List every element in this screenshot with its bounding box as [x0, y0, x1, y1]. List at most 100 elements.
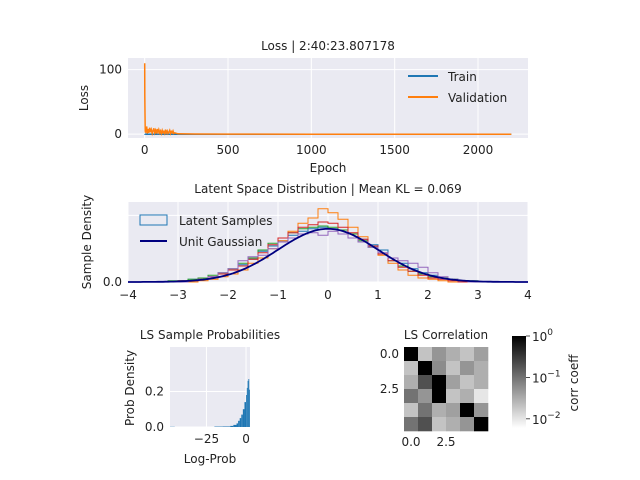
- probability-bar: [230, 425, 234, 427]
- correlation-cell: [432, 403, 447, 418]
- probabilities-x-tick-label: −25: [194, 432, 219, 446]
- probability-bar: [248, 379, 250, 427]
- correlation-cell: [446, 361, 461, 376]
- correlation-x-tick-label: 2.5: [436, 435, 455, 449]
- loss-plot-area: [128, 58, 528, 138]
- probability-bar: [246, 395, 247, 427]
- correlation-cell: [404, 403, 419, 418]
- loss-line-validation: [143, 63, 512, 137]
- correlation-cell: [446, 375, 461, 390]
- correlation-cell: [432, 375, 447, 390]
- colorbar-tick-label: 10−1: [532, 369, 561, 385]
- correlation-cell: [474, 347, 489, 362]
- latent-ylabel: Sample Density: [80, 195, 94, 289]
- correlation-cell: [404, 417, 419, 432]
- correlation-cell: [404, 389, 419, 404]
- probability-bar: [247, 380, 249, 427]
- latent-x-tick-label: 4: [524, 288, 532, 302]
- unit-gaussian-curve: [128, 227, 528, 283]
- correlation-cell: [474, 389, 489, 404]
- latent-x-tick-label: −3: [169, 288, 187, 302]
- correlation-cell: [418, 389, 433, 404]
- colorbar: [512, 336, 526, 428]
- loss-x-tick-label: 1500: [379, 143, 410, 157]
- probabilities-y-tick-label: 0.2: [145, 384, 164, 398]
- correlation-cell: [418, 403, 433, 418]
- probability-bar: [233, 424, 237, 427]
- probabilities-y-tick-label: 0.0: [145, 420, 164, 434]
- correlation-cell: [418, 375, 433, 390]
- probability-bar: [246, 387, 248, 427]
- loss-y-tick-label: 0: [114, 127, 122, 141]
- legend-latent-samples-label: Latent Samples: [179, 214, 273, 228]
- probability-bar: [222, 426, 231, 427]
- correlation-cell: [418, 417, 433, 432]
- correlation-cell: [432, 389, 447, 404]
- correlation-y-tick-label: 2.5: [380, 382, 399, 396]
- correlation-cell: [460, 347, 475, 362]
- latent-tick-labels: −4 −3 −2 −1 0 1 2 3 4 0.0: [103, 275, 532, 302]
- legend-validation-label: Validation: [448, 91, 507, 105]
- latent-x-tick-label: −4: [119, 288, 137, 302]
- latent-histogram-4: [128, 230, 528, 283]
- probability-bar: [241, 414, 243, 427]
- latent-x-tick-label: −2: [219, 288, 237, 302]
- correlation-cell: [418, 347, 433, 362]
- correlation-y-tick-label: 0.0: [380, 347, 399, 361]
- loss-y-tick-label: 100: [99, 63, 122, 77]
- correlation-cell: [460, 417, 475, 432]
- correlation-cell: [460, 375, 475, 390]
- colorbar-label: corr coeff: [567, 354, 581, 412]
- correlation-cell: [418, 361, 433, 376]
- latent-x-tick-label: 0: [324, 288, 332, 302]
- unit-gaussian-line: [128, 227, 528, 283]
- probability-bar: [236, 423, 239, 427]
- loss-series-lines: [143, 63, 512, 137]
- correlation-heatmap: [404, 347, 489, 432]
- legend-train-label: Train: [447, 70, 477, 84]
- correlation-cell: [474, 361, 489, 376]
- probability-bar: [242, 409, 245, 427]
- correlation-title: LS Correlation: [404, 328, 488, 342]
- probabilities-tick-labels: −25 0 0.0 0.2: [145, 384, 250, 446]
- correlation-cell: [404, 347, 419, 362]
- probabilities-title: LS Sample Probabilities: [140, 328, 280, 342]
- correlation-tick-labels: 0.0 2.5 0.0 2.5: [380, 347, 456, 449]
- latent-x-tick-label: 1: [374, 288, 382, 302]
- latent-legend: Latent Samples Unit Gaussian: [139, 214, 273, 249]
- probabilities-x-tick-label: 0: [242, 432, 250, 446]
- correlation-cell: [404, 361, 419, 376]
- correlation-cell: [432, 417, 447, 432]
- correlation-cell: [460, 403, 475, 418]
- colorbar-tick-label: 10−2: [532, 411, 561, 427]
- correlation-panel: 0.0 2.50.02.5 LS Correlation 10010−110−2 …: [380, 328, 581, 449]
- correlation-cell: [432, 361, 447, 376]
- loss-tick-labels: 0 500 1000 1500 2000 0 100: [99, 63, 493, 157]
- correlation-cell: [404, 375, 419, 390]
- loss-x-tick-label: 2000: [463, 143, 494, 157]
- correlation-cell: [446, 347, 461, 362]
- colorbar-tick-labels: 100 10−1 10−2: [526, 328, 561, 427]
- probabilities-xlabel: Log-Prob: [184, 452, 236, 466]
- probability-bar: [244, 402, 247, 427]
- latent-x-tick-label: −1: [269, 288, 287, 302]
- loss-legend: Train Validation: [408, 70, 507, 105]
- correlation-cell: [460, 361, 475, 376]
- latent-title: Latent Space Distribution | Mean KL = 0.…: [194, 182, 461, 196]
- correlation-cell: [432, 347, 447, 362]
- loss-x-tick-label: 0: [141, 143, 149, 157]
- probability-bar: [238, 420, 240, 427]
- correlation-cell: [446, 417, 461, 432]
- latent-x-tick-label: 2: [424, 288, 432, 302]
- loss-xlabel: Epoch: [310, 161, 347, 175]
- correlation-cell: [474, 417, 489, 432]
- legend-latent-samples-swatch: [139, 214, 168, 226]
- correlation-x-tick-label: 0.0: [401, 435, 420, 449]
- correlation-cell: [460, 389, 475, 404]
- latent-y-tick-label: 0.0: [103, 275, 122, 289]
- probability-bar: [239, 418, 242, 427]
- probabilities-plot-area: [170, 347, 250, 427]
- latent-panel: −4 −3 −2 −1 0 1 2 3 4 0.0 Latent Space Distributi…: [80, 182, 532, 302]
- probabilities-panel: −25 0 0.0 0.2 LS Sample Probabilities Log-P…: [123, 328, 280, 466]
